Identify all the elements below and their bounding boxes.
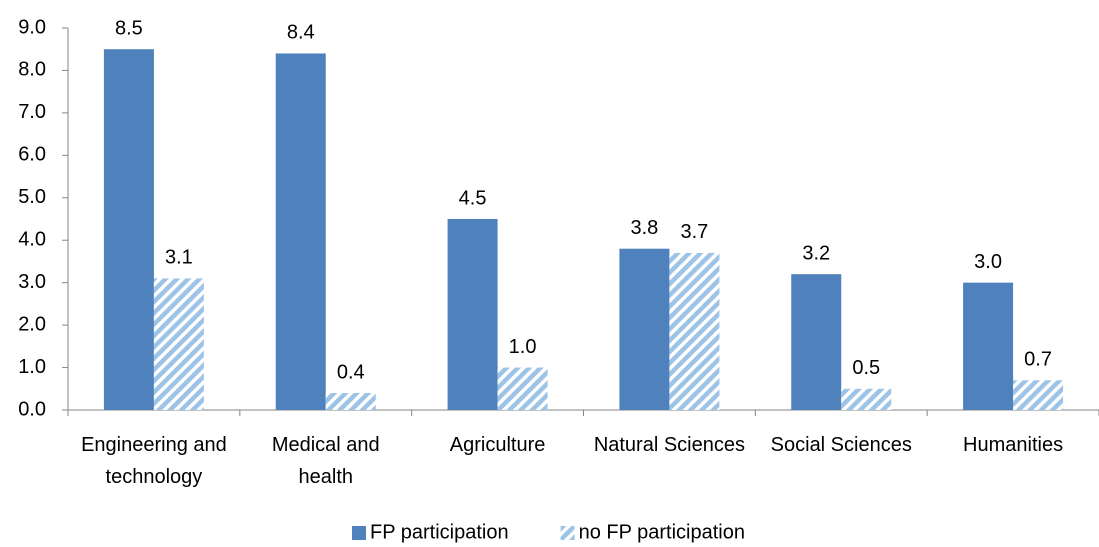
- bar: [963, 282, 1014, 410]
- bar: [791, 274, 842, 410]
- data-label: 3.2: [802, 242, 830, 264]
- data-label: 0.7: [1024, 349, 1052, 371]
- data-label: 3.0: [974, 251, 1002, 273]
- data-label: 8.4: [287, 22, 315, 44]
- legend-swatch: [352, 526, 366, 540]
- x-tick-label: Natural Sciences: [594, 434, 745, 456]
- data-label: 0.5: [852, 357, 880, 379]
- data-label: 8.5: [115, 18, 143, 40]
- data-label: 4.5: [459, 187, 487, 209]
- data-label: 3.1: [165, 247, 193, 269]
- bar: [447, 219, 498, 410]
- x-tick-label: Humanities: [963, 434, 1063, 456]
- y-tick-label: 3.0: [18, 271, 46, 293]
- x-tick-label: Agriculture: [450, 434, 546, 456]
- data-label: 3.8: [631, 217, 659, 239]
- bar: [103, 49, 154, 410]
- bar: [325, 393, 376, 410]
- y-tick-label: 5.0: [18, 186, 46, 208]
- legend-label: FP participation: [370, 521, 509, 543]
- y-tick-label: 1.0: [18, 356, 46, 378]
- y-tick-label: 2.0: [18, 313, 46, 335]
- data-label: 3.7: [681, 221, 709, 243]
- bar: [153, 278, 204, 410]
- y-tick-label: 7.0: [18, 101, 46, 123]
- x-tick-label: Social Sciences: [771, 434, 912, 456]
- data-label: 0.4: [337, 361, 365, 383]
- y-tick-label: 4.0: [18, 229, 46, 251]
- legend-swatch: [560, 526, 575, 540]
- x-tick-label: Engineering and technology: [81, 434, 227, 488]
- bar: [497, 367, 548, 410]
- data-label: 1.0: [509, 336, 537, 358]
- y-tick-label: 9.0: [18, 16, 46, 38]
- y-tick-label: 6.0: [18, 144, 46, 166]
- bar: [669, 252, 720, 410]
- y-tick-label: 8.0: [18, 59, 46, 81]
- bar: [275, 53, 326, 410]
- bar: [1013, 380, 1064, 410]
- legend-label: no FP participation: [579, 521, 745, 543]
- bar: [841, 388, 892, 410]
- y-tick-label: 0.0: [18, 398, 46, 420]
- bar: [619, 248, 670, 410]
- x-tick-label: Medical and health: [272, 434, 380, 488]
